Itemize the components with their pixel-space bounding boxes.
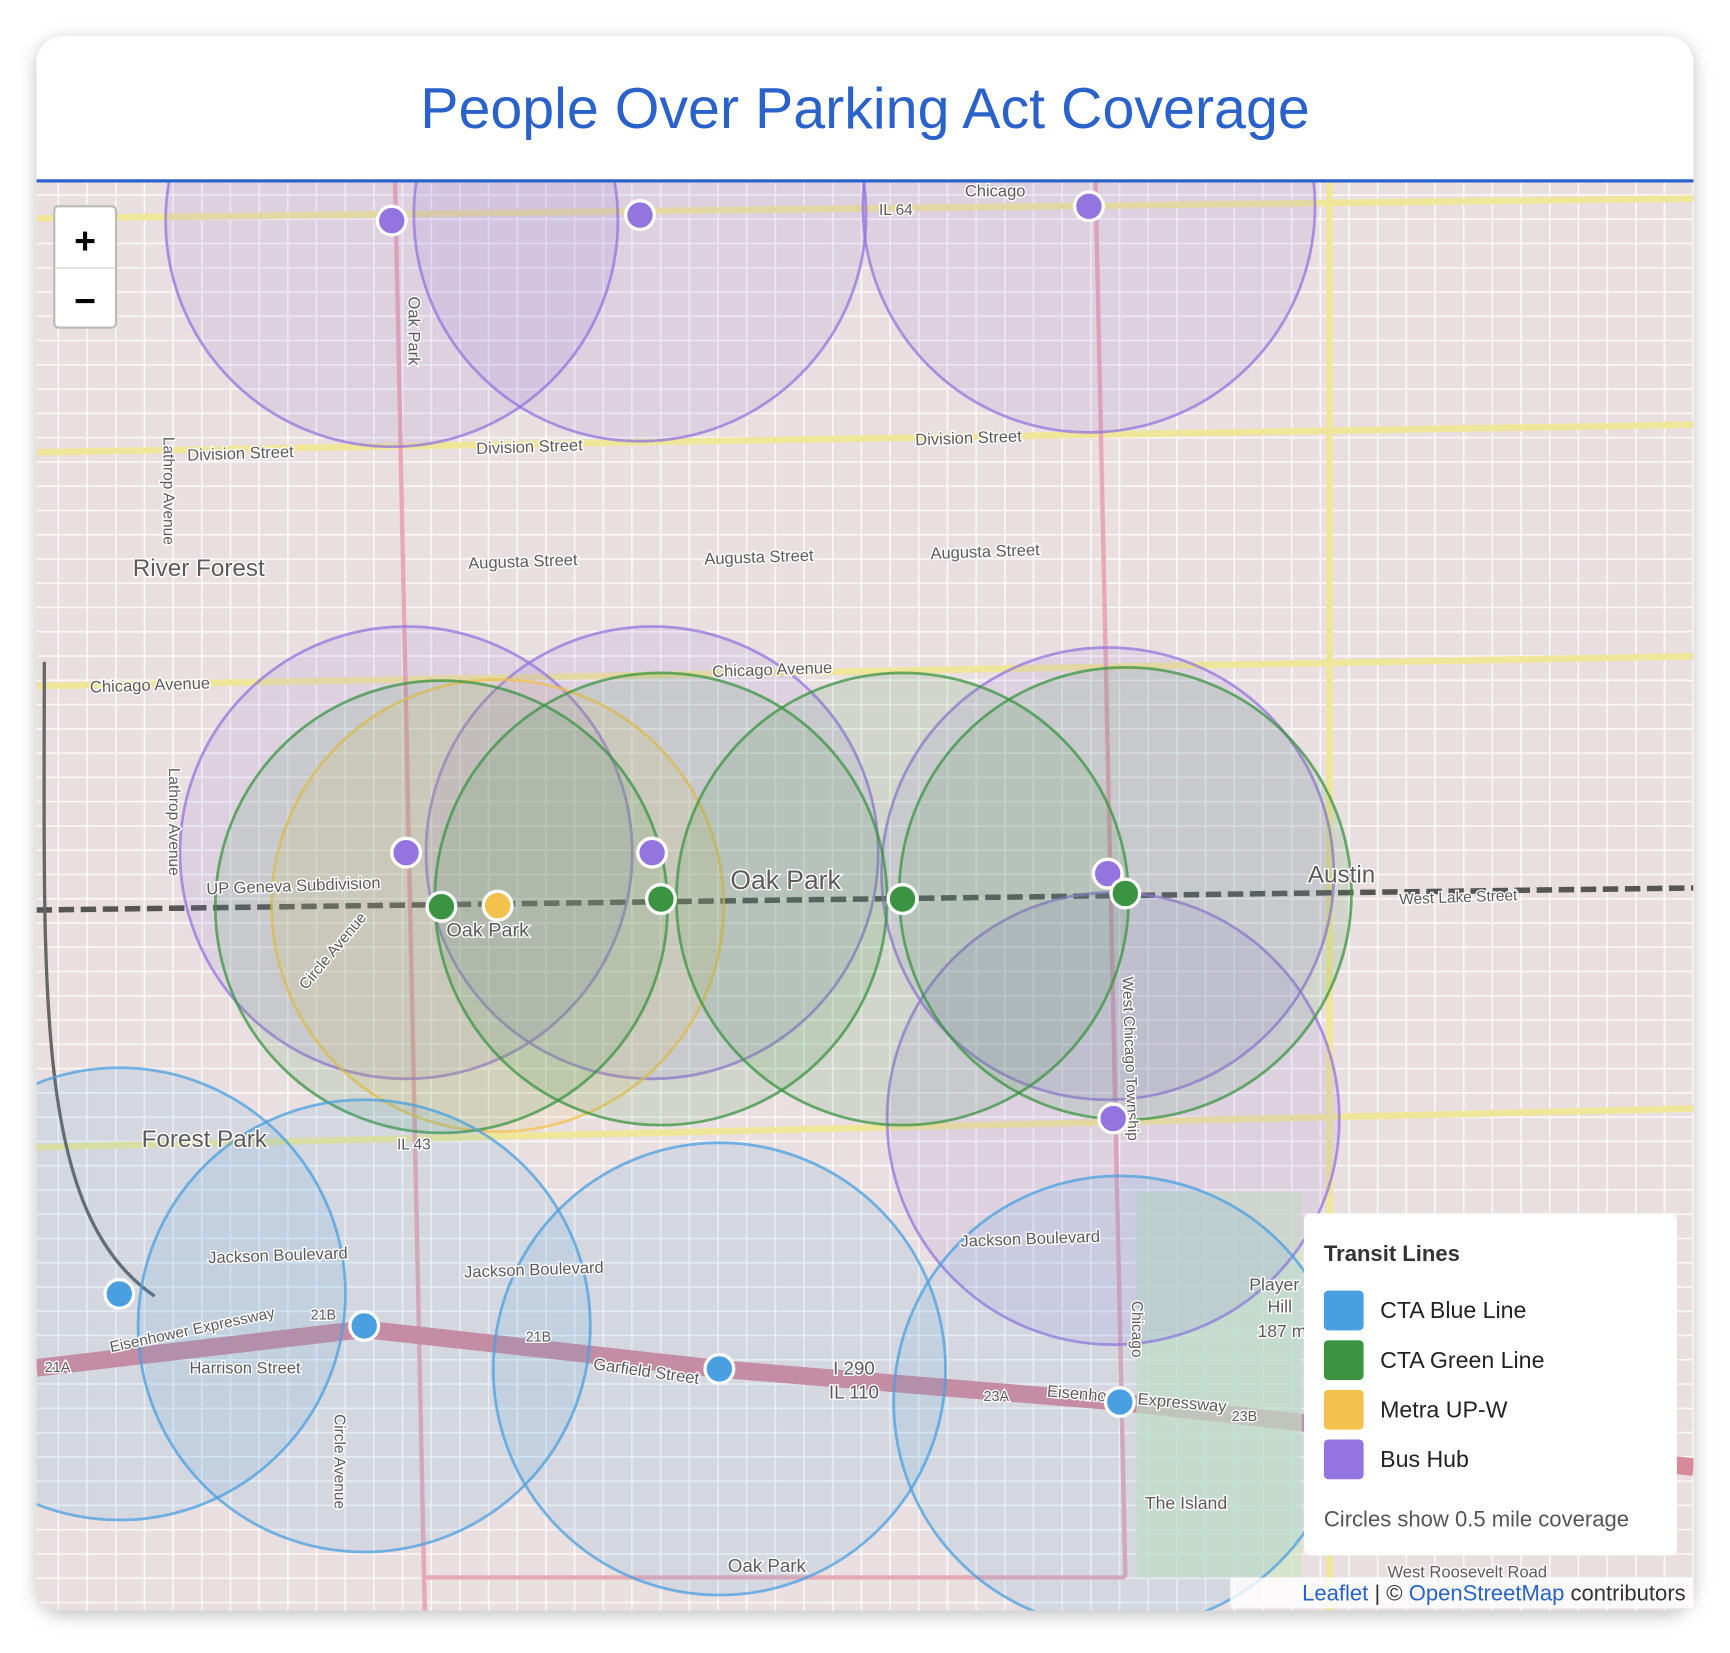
leaflet-link[interactable]: Leaflet — [1302, 1581, 1368, 1606]
map-label: Division Street — [476, 435, 584, 458]
map-label: I 290 — [833, 1357, 875, 1378]
map-label: Jackson Boulevard — [208, 1243, 348, 1267]
map-label: Austin — [1308, 861, 1375, 888]
map-label: 187 m — [1257, 1321, 1306, 1341]
map-label: Division Street — [915, 427, 1023, 450]
legend-label: CTA Blue Line — [1380, 1297, 1526, 1323]
map-label: River Forest — [133, 555, 265, 582]
station[interactable] — [390, 836, 423, 869]
station[interactable] — [1091, 857, 1124, 890]
map-label: The Island — [1145, 1493, 1227, 1513]
map-label: West Lake Street — [1399, 887, 1518, 908]
station[interactable] — [636, 836, 669, 869]
map-label: Augusta Street — [704, 546, 814, 569]
map-label: Oak Park — [730, 865, 841, 895]
station[interactable] — [481, 889, 514, 922]
osm-link[interactable]: OpenStreetMap — [1409, 1581, 1565, 1606]
station[interactable] — [644, 883, 677, 916]
map-label: IL 43 — [397, 1136, 431, 1153]
map-label: Harrison Street — [189, 1358, 301, 1377]
title: People Over Parking Act Coverage — [420, 77, 1310, 141]
legend-swatch — [1323, 1439, 1364, 1480]
station[interactable] — [348, 1309, 381, 1342]
legend-swatch — [1323, 1389, 1364, 1430]
legend-box — [1304, 1213, 1677, 1556]
map-label: Oak Park — [446, 920, 529, 942]
map-label: Chicago — [1128, 1301, 1145, 1358]
map-label: 21B — [311, 1307, 336, 1323]
legend-label: CTA Green Line — [1380, 1347, 1544, 1373]
map-label: Division Street — [187, 442, 295, 465]
station[interactable] — [375, 204, 408, 237]
map-label: Oak Park — [404, 296, 423, 366]
station[interactable] — [886, 883, 919, 916]
attribution: Leaflet | © OpenStreetMap contributors — [1302, 1581, 1686, 1606]
map-label: Augusta Street — [468, 550, 578, 573]
legend-note: Circles show 0.5 mile coverage — [1324, 1507, 1629, 1532]
map-label: West Roosevelt Road — [1387, 1562, 1547, 1581]
legend: Transit Lines Circles show 0.5 mile cove… — [1304, 1213, 1677, 1556]
map-label: 23A — [984, 1389, 1010, 1405]
map-label: Chicago — [965, 181, 1026, 200]
zoom-in[interactable]: + — [74, 220, 96, 262]
map-label: 23B — [1232, 1409, 1258, 1425]
map-label: Lathrop Avenue — [159, 437, 176, 545]
map-label: IL 110 — [829, 1382, 879, 1403]
map-label: Jackson Boulevard — [464, 1258, 604, 1282]
legend-swatch — [1323, 1340, 1364, 1380]
station[interactable] — [1103, 1386, 1136, 1419]
attribution-bg — [1230, 1577, 1694, 1609]
station[interactable] — [1109, 877, 1142, 910]
map-label: Circle Avenue — [330, 1414, 347, 1509]
map-label: 21B — [526, 1329, 552, 1345]
station[interactable] — [1072, 190, 1105, 223]
zoom-control: + − — [53, 205, 118, 329]
station[interactable] — [103, 1277, 136, 1310]
map-label: Lathrop Avenue — [165, 768, 182, 876]
map-label: IL 64 — [879, 202, 913, 219]
zoom-box — [53, 205, 118, 329]
legend-label: Bus Hub — [1380, 1446, 1469, 1472]
map-label: Jackson Boulevard — [960, 1227, 1100, 1251]
map-label: Oak Park — [728, 1555, 807, 1576]
attribution-suffix: contributors — [1571, 1581, 1686, 1606]
map-label: Augusta Street — [930, 540, 1040, 563]
map-label: Hill — [1268, 1297, 1292, 1317]
station[interactable] — [623, 199, 656, 232]
legend-swatch — [1323, 1290, 1364, 1331]
station[interactable] — [1097, 1102, 1130, 1135]
station[interactable] — [425, 890, 458, 923]
station[interactable] — [703, 1352, 736, 1385]
legend-label: Metra UP-W — [1380, 1396, 1508, 1422]
attribution-sep: | © — [1374, 1581, 1402, 1606]
map-label: Chicago Avenue — [90, 673, 211, 696]
map-label: Forest Park — [142, 1126, 268, 1153]
zoom-out[interactable]: − — [74, 279, 96, 321]
map-label: 21A — [45, 1360, 71, 1376]
map-label: Player — [1249, 1275, 1299, 1295]
legend-title: Transit Lines — [1324, 1241, 1460, 1266]
